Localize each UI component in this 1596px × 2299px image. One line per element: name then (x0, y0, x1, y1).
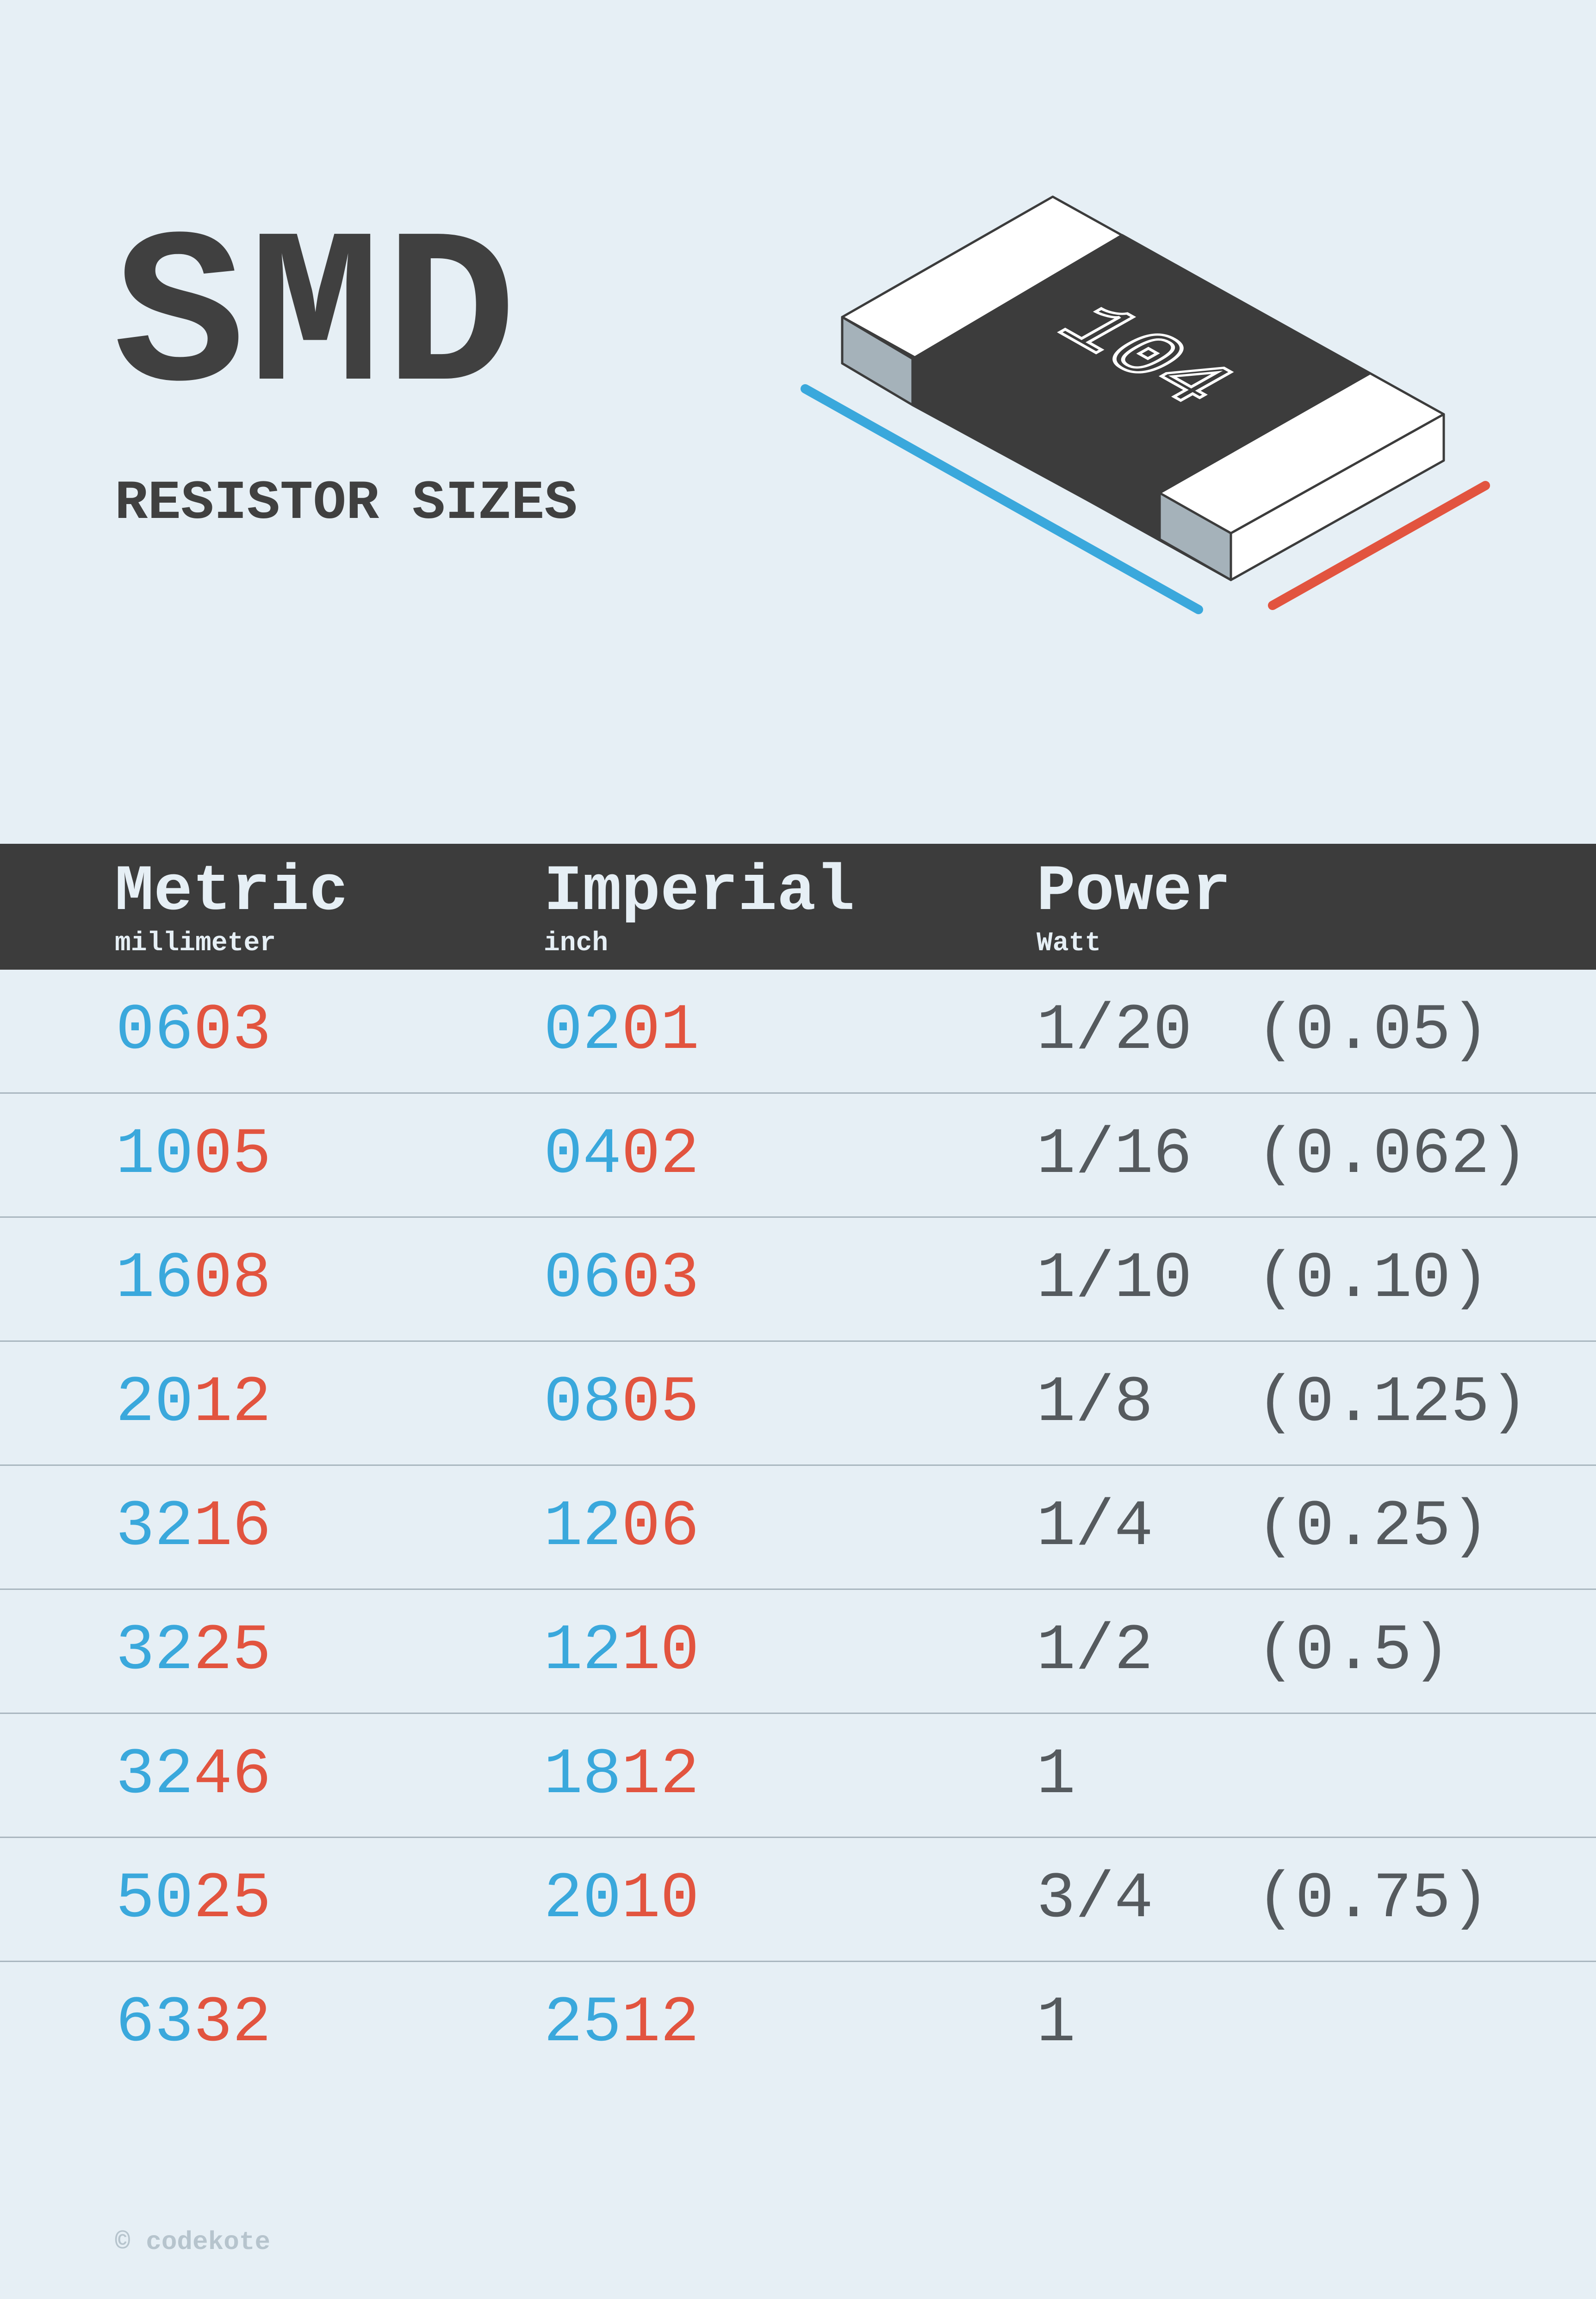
metric-code: 6332 (116, 1962, 271, 2085)
imperial-width-digits: 03 (621, 1242, 700, 1316)
power-fraction: 1/4 (1037, 1490, 1154, 1564)
metric-code: 2012 (116, 1342, 271, 1464)
table-row: 2012 0805 1/8 (0.125) (0, 1342, 1596, 1466)
imperial-width-digits: 06 (621, 1490, 700, 1564)
power-fraction: 1 (1037, 1987, 1076, 2060)
metric-length-digits: 20 (116, 1366, 194, 1440)
width-indicator-line (1268, 481, 1490, 610)
column-header-imperial: Imperial inch (544, 860, 855, 957)
metric-width-digits: 25 (193, 1614, 272, 1688)
imperial-code: 0201 (544, 970, 699, 1092)
power-decimal: (0.062) (1256, 1118, 1529, 1192)
metric-width-digits: 03 (193, 994, 272, 1068)
imperial-code: 2010 (544, 1838, 699, 1961)
table-row: 3225 1210 1/2 (0.5) (0, 1590, 1596, 1714)
column-header-power: Power Watt (1037, 860, 1231, 957)
metric-width-digits: 25 (193, 1863, 272, 1936)
power-decimal: (0.05) (1256, 994, 1490, 1068)
imperial-code: 1210 (544, 1590, 699, 1713)
copyright-credit: © codekote (115, 2227, 271, 2257)
imperial-length-digits: 08 (544, 1366, 622, 1440)
size-table: 0603 0201 1/20 (0.05) 1005 0402 1/16 (0.062) 160… (0, 970, 1596, 2086)
page-subtitle: RESISTOR SIZES (115, 472, 578, 535)
imperial-width-digits: 05 (621, 1366, 700, 1440)
page-title: SMD (113, 196, 521, 445)
power-fraction: 1/8 (1037, 1366, 1154, 1440)
imperial-width-digits: 01 (621, 994, 700, 1068)
imperial-code: 0402 (544, 1094, 699, 1216)
length-indicator-line (801, 384, 1203, 614)
column-label: Power (1037, 855, 1231, 929)
imperial-code: 0603 (544, 1218, 699, 1340)
metric-code: 0603 (116, 970, 271, 1092)
imperial-length-digits: 12 (544, 1614, 622, 1688)
imperial-code: 1812 (544, 1714, 699, 1837)
table-row: 5025 2010 3/4 (0.75) (0, 1838, 1596, 1962)
metric-length-digits: 32 (116, 1490, 194, 1564)
column-unit: millimeter (115, 928, 276, 959)
metric-code: 3216 (116, 1466, 271, 1589)
power-decimal: (0.10) (1256, 1242, 1490, 1316)
table-row: 3246 1812 1 (0, 1714, 1596, 1838)
metric-width-digits: 46 (193, 1738, 272, 1812)
power-decimal: (0.25) (1256, 1490, 1490, 1564)
smd-resistor-illustration: 104 (801, 195, 1490, 614)
power-decimal: (0.5) (1256, 1614, 1451, 1688)
power-decimal: (0.75) (1256, 1863, 1490, 1936)
metric-width-digits: 32 (193, 1987, 272, 2060)
imperial-length-digits: 06 (544, 1242, 622, 1316)
metric-code: 5025 (116, 1838, 271, 1961)
power-decimal: (0.125) (1256, 1366, 1529, 1440)
imperial-width-digits: 10 (621, 1863, 700, 1936)
column-unit: inch (544, 928, 609, 959)
table-row: 0603 0201 1/20 (0.05) (0, 970, 1596, 1094)
metric-length-digits: 16 (116, 1242, 194, 1316)
metric-length-digits: 10 (116, 1118, 194, 1192)
metric-length-digits: 32 (116, 1614, 194, 1688)
imperial-width-digits: 10 (621, 1614, 700, 1688)
imperial-code: 0805 (544, 1342, 699, 1464)
metric-width-digits: 08 (193, 1242, 272, 1316)
imperial-width-digits: 02 (621, 1118, 700, 1192)
metric-length-digits: 63 (116, 1987, 194, 2060)
metric-code: 1005 (116, 1094, 271, 1216)
metric-width-digits: 16 (193, 1490, 272, 1564)
metric-length-digits: 06 (116, 994, 194, 1068)
imperial-length-digits: 04 (544, 1118, 622, 1192)
metric-code: 1608 (116, 1218, 271, 1340)
imperial-length-digits: 12 (544, 1490, 622, 1564)
column-label: Imperial (544, 855, 855, 929)
resistor-right-side (1230, 413, 1445, 581)
imperial-code: 1206 (544, 1466, 699, 1589)
table-header (0, 844, 1596, 970)
imperial-width-digits: 12 (621, 1987, 700, 2060)
metric-length-digits: 50 (116, 1863, 194, 1936)
column-label: Metric (115, 855, 348, 929)
imperial-length-digits: 02 (544, 994, 622, 1068)
column-unit: Watt (1037, 928, 1101, 959)
table-row: 1608 0603 1/10 (0.10) (0, 1218, 1596, 1342)
imperial-width-digits: 12 (621, 1738, 700, 1812)
power-fraction: 3/4 (1037, 1863, 1154, 1936)
metric-length-digits: 32 (116, 1738, 194, 1812)
table-row: 3216 1206 1/4 (0.25) (0, 1466, 1596, 1590)
power-fraction: 1 (1037, 1738, 1076, 1812)
table-row: 1005 0402 1/16 (0.062) (0, 1094, 1596, 1218)
column-header-metric: Metric millimeter (115, 860, 348, 957)
power-fraction: 1/2 (1037, 1614, 1154, 1688)
table-row: 6332 2512 1 (0, 1962, 1596, 2086)
metric-width-digits: 05 (193, 1118, 272, 1192)
imperial-length-digits: 20 (544, 1863, 622, 1936)
power-fraction: 1/16 (1037, 1118, 1192, 1192)
imperial-code: 2512 (544, 1962, 699, 2085)
metric-code: 3246 (116, 1714, 271, 1837)
power-fraction: 1/10 (1037, 1242, 1192, 1316)
metric-width-digits: 12 (193, 1366, 272, 1440)
imperial-length-digits: 18 (544, 1738, 622, 1812)
power-fraction: 1/20 (1037, 994, 1192, 1068)
imperial-length-digits: 25 (544, 1987, 622, 2060)
metric-code: 3225 (116, 1590, 271, 1713)
